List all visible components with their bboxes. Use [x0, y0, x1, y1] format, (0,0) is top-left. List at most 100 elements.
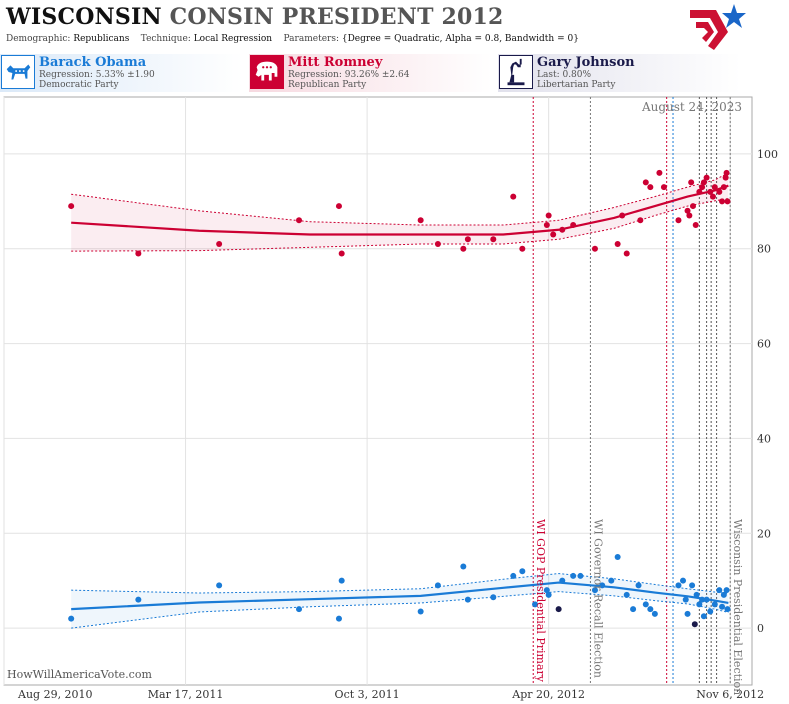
poll-point [216, 582, 223, 589]
poll-point [722, 174, 729, 181]
poll-point [434, 582, 441, 589]
poll-point [637, 217, 644, 224]
x-tick-label: Nov 6, 2012 [696, 688, 764, 701]
poll-point [689, 582, 696, 589]
x-tick-label: Aug 29, 2010 [17, 688, 93, 701]
poll-point [296, 606, 303, 613]
poll-point [623, 250, 630, 257]
elephant-icon [250, 55, 284, 89]
y-tick-label: 100 [757, 148, 778, 161]
poll-point [700, 613, 707, 620]
poll-point [716, 587, 723, 594]
poll-point [434, 241, 441, 247]
site-watermark: HowWillAmericaVote.com [7, 668, 152, 681]
poll-point [545, 591, 552, 598]
axes: 0 20 40 60 80 100 Aug 29, 2010 Mar 17, 2011 Oct … [17, 148, 778, 701]
poll-point [711, 601, 718, 608]
poll-point [711, 184, 718, 191]
event-lines [532, 97, 731, 685]
y-tick-label: 20 [757, 527, 771, 540]
poll-point [723, 169, 730, 176]
parameters-line: Demographic: Republicans Technique: Loca… [6, 34, 579, 44]
poll-point [460, 245, 467, 252]
poll-point [599, 582, 606, 589]
poll-point [660, 184, 667, 191]
poll-point [699, 184, 706, 191]
poll-point [684, 610, 691, 617]
candidate-party: Republican Party [288, 80, 367, 90]
y-tick-label: 80 [757, 243, 771, 256]
poll-point [460, 563, 467, 570]
poll-point [688, 179, 695, 186]
poll-point [675, 582, 682, 589]
confidence-band [71, 172, 729, 252]
poll-point [680, 577, 687, 584]
poll-point [296, 217, 303, 224]
poll-point [555, 606, 562, 613]
poll-point [691, 621, 698, 628]
poll-point [635, 582, 642, 589]
parameters-label: Parameters: [283, 34, 339, 44]
poll-point [417, 217, 424, 224]
poll-point [724, 198, 731, 205]
poll-point [720, 591, 727, 598]
poll-point [619, 212, 626, 219]
poll-point [490, 594, 497, 601]
candidate-card-obama: Barack Obama Regression: 5.33% ±1.90 Dem… [0, 54, 243, 92]
poll-point [543, 222, 550, 229]
trend-line [71, 184, 729, 236]
poll-point [703, 596, 710, 603]
candidate-stat: Regression: 93.26% ±2.64 [288, 70, 410, 80]
poll-point [510, 572, 517, 579]
page-title: WISCONSIN CONSIN PRESIDENT 2012 [6, 4, 504, 30]
poll-point [675, 217, 682, 224]
poll-point [716, 188, 723, 195]
poll-point [338, 250, 345, 257]
date-annotation: August 24, 2023 [641, 100, 742, 114]
poll-point [623, 591, 630, 598]
x-tick-label: Apr 20, 2012 [511, 688, 585, 701]
poll-point [682, 596, 689, 603]
y-tick-label: 40 [757, 432, 771, 445]
poll-point [550, 231, 557, 238]
title-race: CONSIN PRESIDENT 2012 [169, 4, 504, 30]
band-upper-line [71, 172, 729, 226]
event-label: Wisconsin Presidential Election [731, 519, 744, 695]
poll-point [723, 587, 730, 594]
poll-point [692, 222, 699, 229]
band-lower-line [71, 591, 729, 629]
poll-point [559, 577, 566, 584]
poll-point [577, 572, 584, 579]
grid [3, 96, 753, 686]
poll-point [570, 222, 577, 229]
confidence-bands [71, 172, 729, 629]
band-upper-line [71, 573, 729, 594]
poll-point [545, 212, 552, 219]
candidate-stat: Last: 0.80% [537, 70, 592, 80]
poll-point [642, 601, 649, 608]
x-tick-label: Mar 17, 2011 [148, 688, 224, 701]
poll-point [464, 236, 471, 243]
poll-point [335, 615, 342, 622]
candidate-party: Libertarian Party [537, 80, 616, 90]
demographic-label: Demographic: [6, 34, 71, 44]
poll-point [591, 245, 598, 252]
poll-points [68, 169, 731, 628]
poll-point [647, 606, 654, 613]
chart-header: WISCONSIN CONSIN PRESIDENT 2012 Demograp… [0, 0, 789, 52]
poll-point [719, 603, 726, 610]
poll-point [684, 207, 691, 214]
poll-point [614, 241, 621, 247]
poll-point [216, 241, 223, 247]
x-tick-label: Oct 3, 2011 [335, 688, 400, 701]
candidate-name: Gary Johnson [537, 55, 635, 70]
poll-point [68, 615, 75, 622]
demographic-value: Republicans [73, 34, 130, 44]
statue-of-liberty-icon [499, 55, 533, 89]
poll-point [532, 601, 539, 608]
poll-point [689, 203, 696, 210]
chart-labels: WI GOP Presidential Primary WI Governor R… [7, 100, 744, 695]
poll-point [703, 174, 710, 181]
poll-point [696, 188, 703, 195]
poll-point [490, 236, 497, 243]
